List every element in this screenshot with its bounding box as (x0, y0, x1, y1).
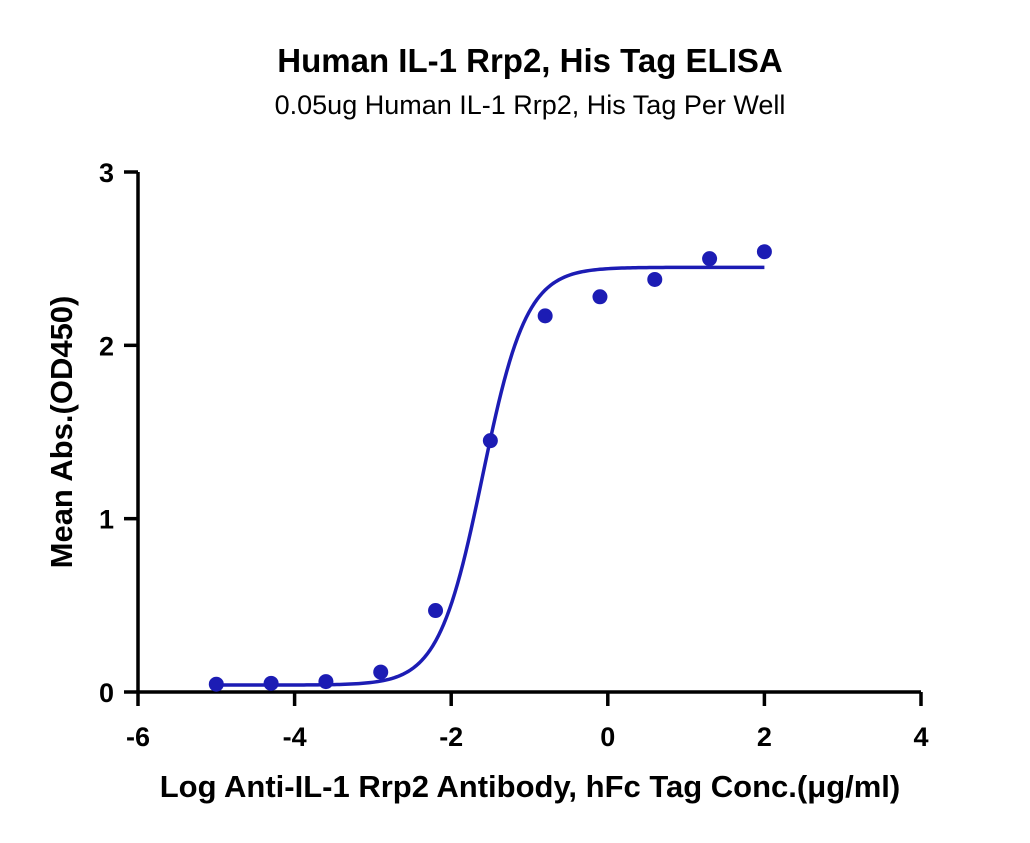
x-tick-label: -4 (283, 722, 307, 752)
data-point (482, 433, 498, 449)
data-point (428, 603, 444, 619)
fit-curve-layer (216, 265, 765, 687)
data-point (318, 674, 334, 690)
data-point (756, 244, 772, 260)
y-axis-label: Mean Abs.(OD450) (44, 296, 79, 569)
chart-subtitle: 0.05ug Human IL-1 Rrp2, His Tag Per Well (275, 90, 786, 120)
data-point (208, 676, 224, 692)
x-tick-label: -2 (439, 722, 463, 752)
data-point (373, 664, 389, 680)
y-tick-label: 0 (99, 678, 114, 708)
y-tick-label: 2 (99, 331, 114, 361)
x-axis-label: Log Anti-IL-1 Rrp2 Antibody, hFc Tag Con… (160, 769, 901, 804)
fit-curve (216, 265, 765, 687)
data-points-layer (208, 244, 772, 692)
x-tick-label: 4 (913, 722, 928, 752)
x-tick-label: 2 (757, 722, 772, 752)
data-point (592, 289, 608, 305)
data-point (537, 308, 553, 324)
ticks: -6 -4 -2 0 2 4 0 1 2 3 (99, 158, 929, 752)
axes (136, 172, 921, 694)
chart-title: Human IL-1 Rrp2, His Tag ELISA (277, 42, 782, 79)
x-tick-label: 0 (600, 722, 615, 752)
data-point (263, 675, 279, 691)
data-point (647, 271, 663, 287)
x-tick-label: -6 (126, 722, 150, 752)
y-tick-label: 3 (99, 158, 114, 188)
y-tick-label: 1 (99, 505, 114, 535)
data-point (702, 251, 718, 267)
